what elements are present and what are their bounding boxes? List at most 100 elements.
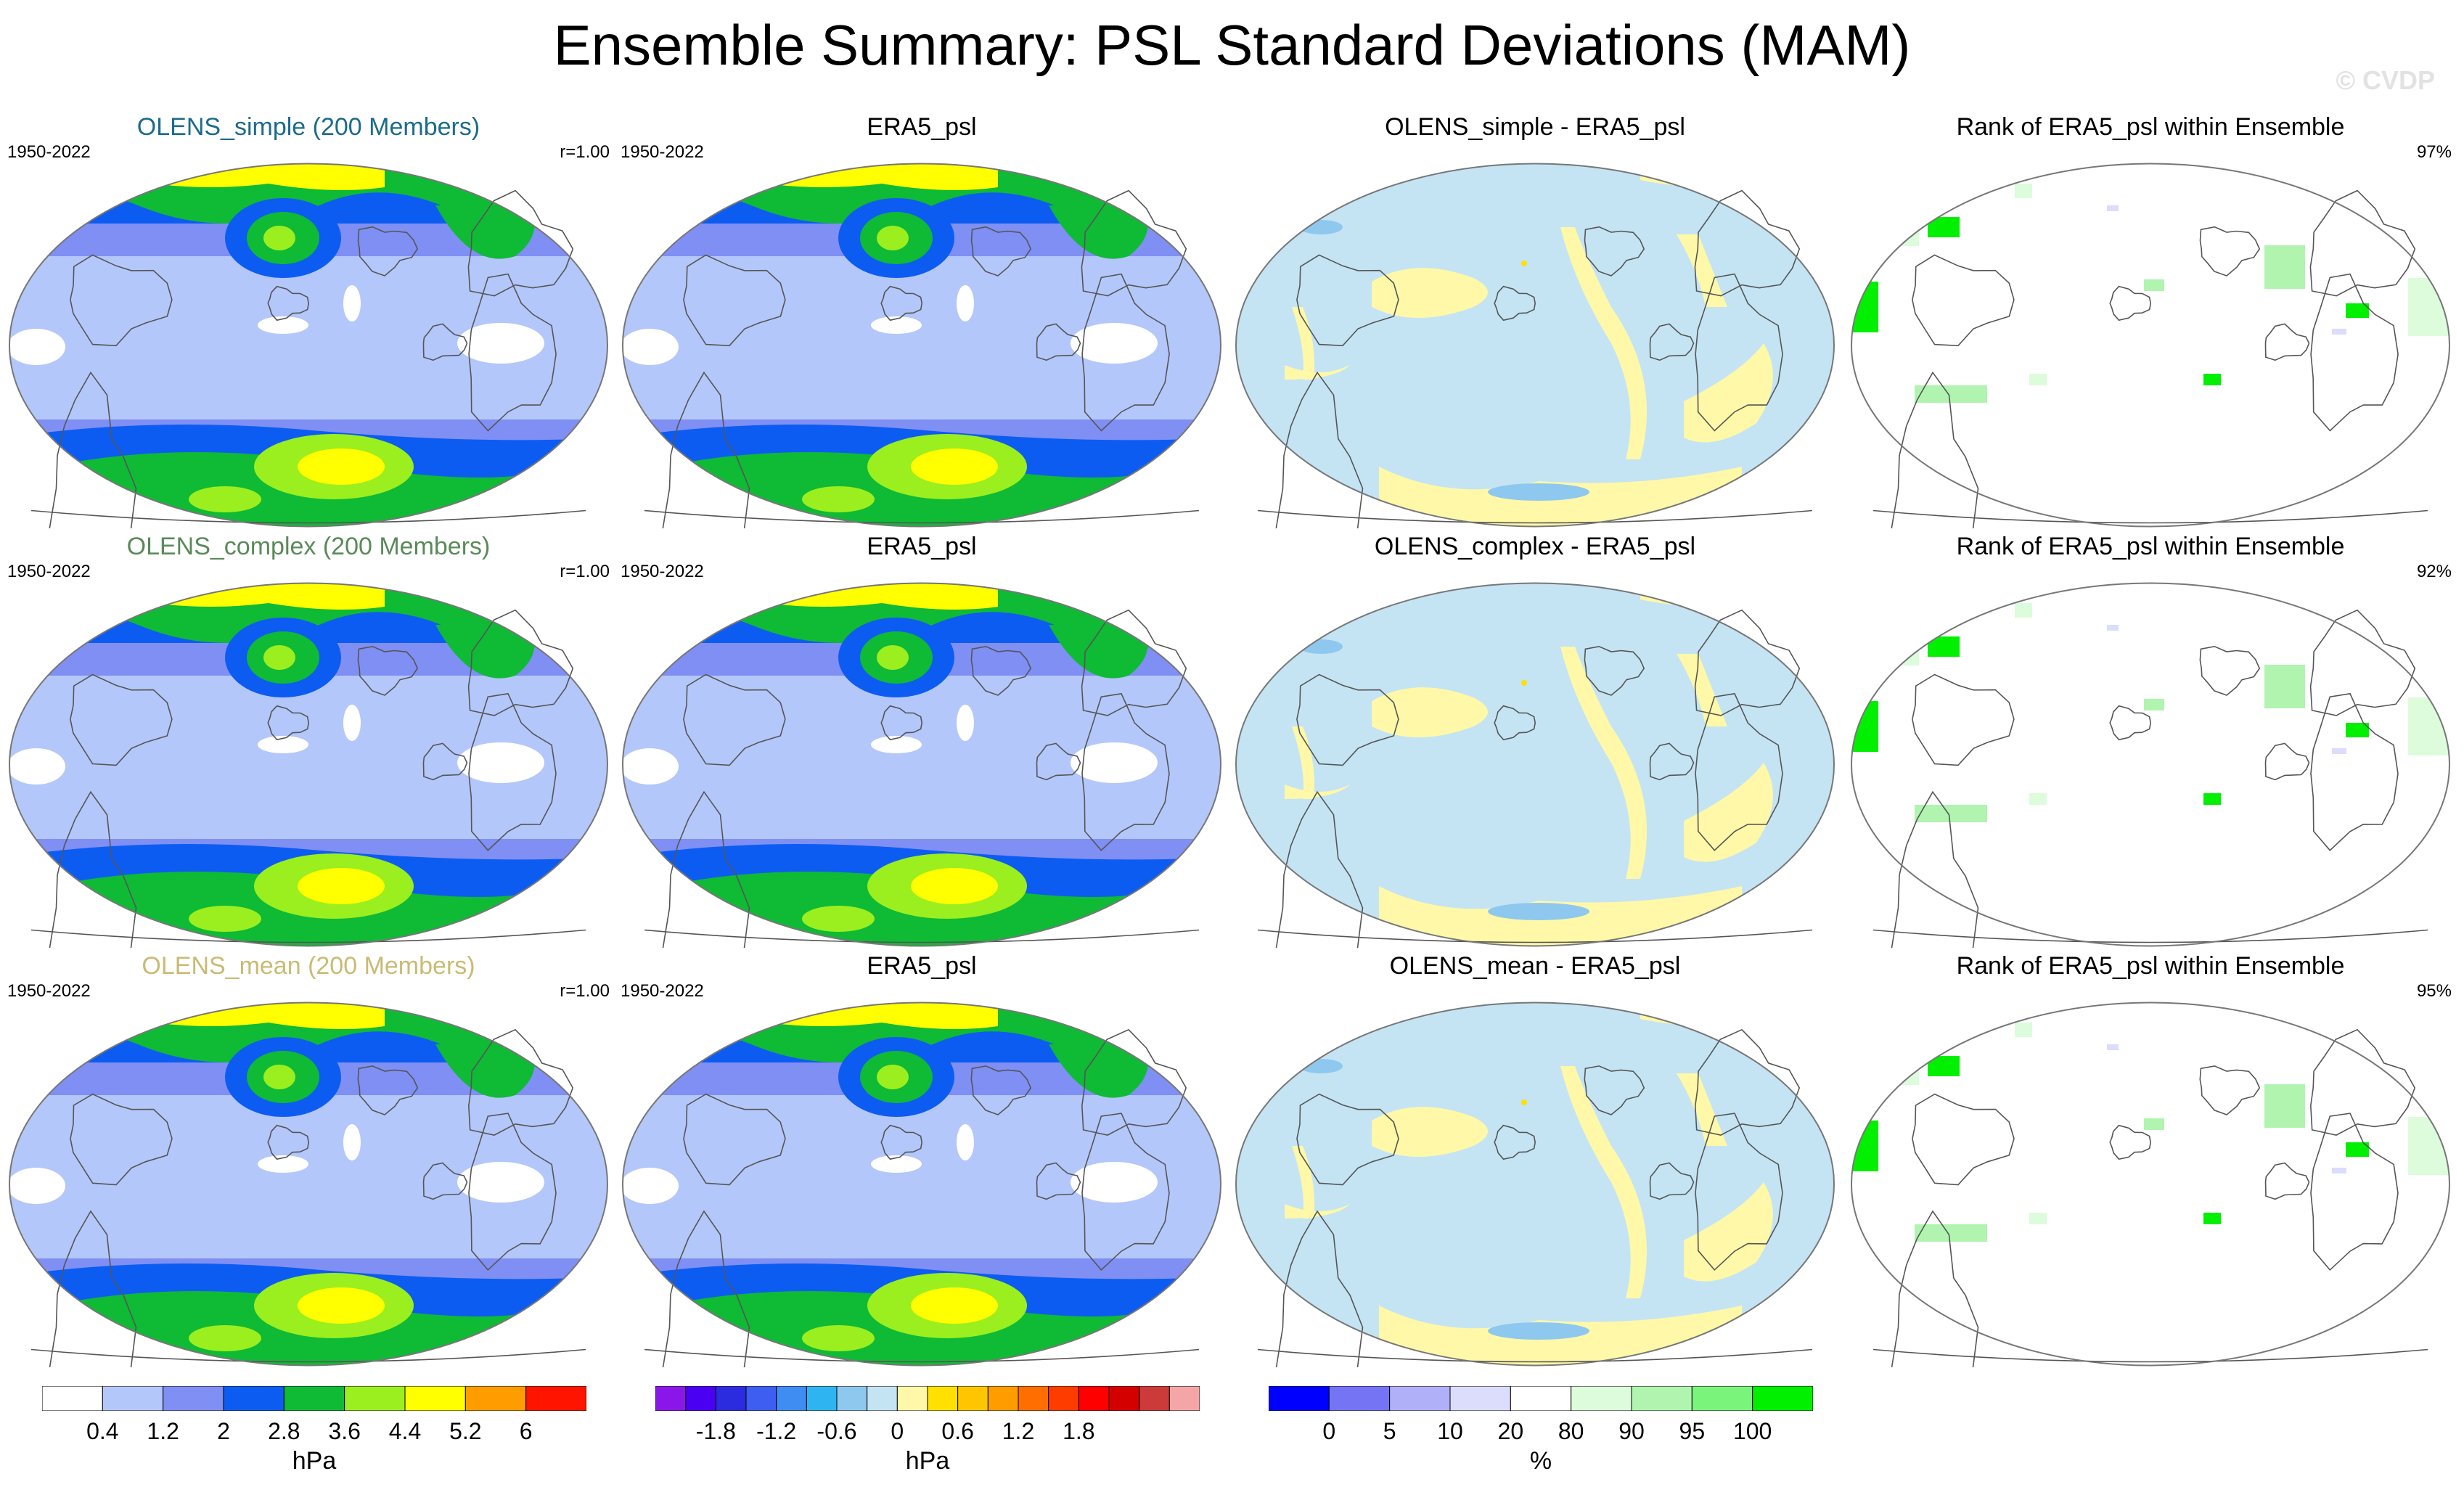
coastline xyxy=(30,189,586,528)
colorbar-tick-label: 6 xyxy=(519,1418,533,1444)
colorbar-tick-label: 0.4 xyxy=(86,1418,119,1444)
panel-obs-r1: ERA5_psl 1950-2022 xyxy=(621,532,1223,948)
panel-rank-r1: Rank of ERA5_psl within Ensemble 92% xyxy=(1849,532,2452,948)
colorbar-box xyxy=(1048,1386,1079,1411)
panel-model-r1: OLENS_complex (200 Members) 1950-2022 r=1.… xyxy=(7,532,610,948)
panel-title: OLENS_mean (200 Members) xyxy=(142,952,475,980)
map-model-r1 xyxy=(9,582,608,948)
panel-title: OLENS_simple - ERA5_psl xyxy=(1385,113,1685,141)
colorbar-box xyxy=(836,1386,868,1411)
colorbar-tick-label: 100 xyxy=(1732,1418,1772,1444)
panel-obs-r2: ERA5_psl 1950-2022 xyxy=(621,951,1223,1367)
map-outline xyxy=(1851,163,2450,528)
colorbar-box xyxy=(1328,1386,1391,1411)
colorbar-box xyxy=(1510,1386,1572,1411)
colorbar-tick-label: 3.6 xyxy=(328,1418,361,1444)
year-range: 1950-2022 xyxy=(7,142,91,162)
colorbar-box xyxy=(404,1386,466,1411)
colorbar-box xyxy=(745,1386,777,1411)
coastline xyxy=(30,609,586,948)
colorbar-box xyxy=(655,1386,687,1411)
panel-title: OLENS_complex (200 Members) xyxy=(126,533,491,560)
map-obs-r1 xyxy=(622,582,1221,948)
colorbar-box xyxy=(806,1386,838,1411)
rank-percent: 92% xyxy=(2416,562,2452,581)
colorbar-sd: 0.4 1.2 2 2.8 3.6 4.4 5.2 6 hPa xyxy=(42,1386,594,1495)
coastline xyxy=(30,1028,586,1367)
panel-model-r0: OLENS_simple (200 Members) 1950-2022 r=1.0… xyxy=(7,112,610,528)
coastline xyxy=(644,1028,1200,1367)
panel-title: ERA5_psl xyxy=(867,952,977,980)
map-obs-r0 xyxy=(622,163,1221,528)
panel-rank-r2: Rank of ERA5_psl within Ensemble 95% xyxy=(1849,951,2452,1367)
map-outline xyxy=(622,582,1221,947)
colorbar-tick-label: 20 xyxy=(1497,1418,1524,1444)
cvdp-watermark: © CVDP xyxy=(2336,65,2435,95)
map-rank-r1 xyxy=(1851,582,2450,948)
coastline xyxy=(1872,189,2428,528)
colorbar-box xyxy=(102,1386,164,1411)
panel-title: ERA5_psl xyxy=(867,113,977,141)
colorbar-box xyxy=(1108,1386,1140,1411)
colorbar-tick-label: 95 xyxy=(1679,1418,1706,1444)
colorbar-tick-label: 90 xyxy=(1618,1418,1645,1444)
map-rank-r0 xyxy=(1851,163,2450,528)
panel-title: Rank of ERA5_psl within Ensemble xyxy=(1956,952,2345,980)
colorbar-unit: hPa xyxy=(292,1447,337,1475)
panel-diff-r0: OLENS_simple - ERA5_psl xyxy=(1234,112,1836,528)
rank-percent: 95% xyxy=(2416,981,2452,1001)
panel-title: Rank of ERA5_psl within Ensemble xyxy=(1956,533,2345,560)
pattern-correlation: r=1.00 xyxy=(560,562,610,581)
colorbar-box xyxy=(1449,1386,1511,1411)
colorbar-box xyxy=(163,1386,224,1411)
map-outline xyxy=(1235,1002,1835,1367)
coastline xyxy=(644,189,1200,528)
colorbar-tick-label: 1.2 xyxy=(147,1418,179,1444)
map-outline xyxy=(622,163,1221,528)
panel-title: OLENS_simple (200 Members) xyxy=(136,113,480,141)
colorbar-box xyxy=(283,1386,345,1411)
year-range: 1950-2022 xyxy=(7,562,91,581)
colorbar-tick-label: 4.4 xyxy=(388,1418,422,1444)
panel-diff-r2: OLENS_mean - ERA5_psl xyxy=(1234,951,1836,1367)
colorbar-box xyxy=(1752,1386,1813,1411)
colorbar-rank: 0 5 10 20 80 90 95 100% xyxy=(1269,1386,1820,1495)
colorbar-box xyxy=(715,1386,747,1411)
year-range: 1950-2022 xyxy=(621,562,704,581)
map-outline xyxy=(9,1002,608,1367)
coastline xyxy=(644,609,1200,948)
colorbar-unit: hPa xyxy=(905,1447,950,1475)
colorbar-tick-label: -0.6 xyxy=(816,1418,857,1444)
colorbar-box xyxy=(1691,1386,1753,1411)
map-diff-r0 xyxy=(1235,163,1835,528)
colorbar-box xyxy=(42,1386,103,1411)
colorbar-box xyxy=(867,1386,898,1411)
main-title: Ensemble Summary: PSL Standard Deviation… xyxy=(553,13,1911,77)
colorbar-box xyxy=(1571,1386,1632,1411)
map-outline xyxy=(622,1002,1221,1367)
colorbar-tick-label: 10 xyxy=(1437,1418,1463,1444)
panel-title: Rank of ERA5_psl within Ensemble xyxy=(1956,113,2345,141)
colorbar-box xyxy=(685,1386,716,1411)
colorbar-box xyxy=(1168,1386,1200,1411)
colorbar-box xyxy=(525,1386,586,1411)
colorbar-boxes xyxy=(655,1386,1200,1411)
panel-obs-r0: ERA5_psl 1950-2022 xyxy=(621,112,1223,528)
colorbar-tick-label: 0 xyxy=(891,1418,904,1444)
coastline xyxy=(1872,1028,2428,1367)
colorbar-tick-label: 0.6 xyxy=(941,1418,974,1444)
colorbar-tick-label: 2 xyxy=(217,1418,230,1444)
colorbar-box xyxy=(223,1386,285,1411)
colorbar-box xyxy=(1078,1386,1110,1411)
map-outline xyxy=(1235,163,1835,528)
pattern-correlation: r=1.00 xyxy=(560,981,610,1001)
colorbar-box xyxy=(957,1386,989,1411)
colorbar-tick-label: -1.8 xyxy=(695,1418,736,1444)
colorbar-box xyxy=(1139,1386,1170,1411)
colorbar-tick-label: 80 xyxy=(1558,1418,1584,1444)
colorbar-box xyxy=(1631,1386,1693,1411)
year-range: 1950-2022 xyxy=(7,981,91,1001)
colorbar-box xyxy=(1269,1386,1330,1411)
map-diff-r1 xyxy=(1235,582,1835,948)
panel-title: ERA5_psl xyxy=(867,533,977,560)
